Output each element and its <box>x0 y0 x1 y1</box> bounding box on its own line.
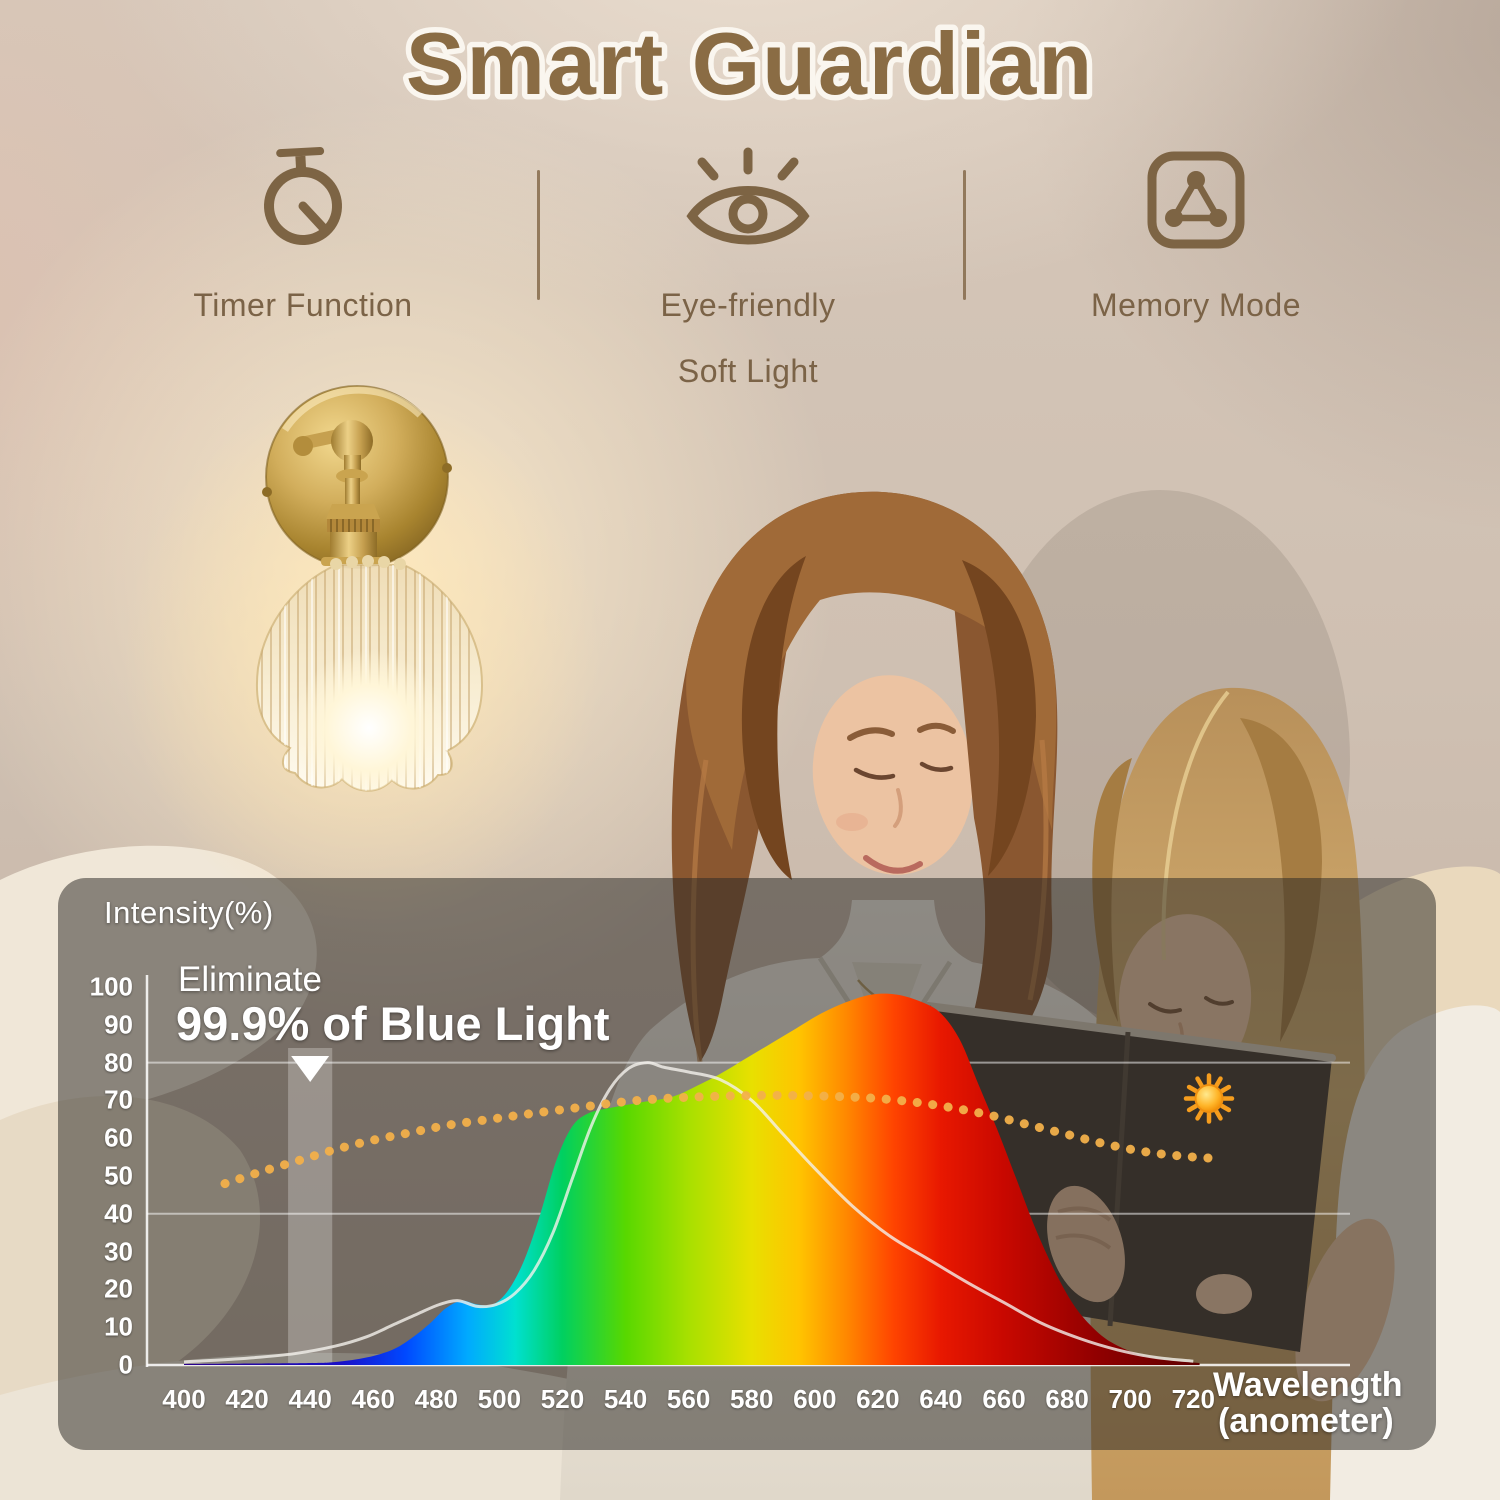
filtered-spectrum-area <box>184 993 1200 1365</box>
feature-timer-label: Timer Function <box>193 287 413 323</box>
x-tick-label: 540 <box>603 1384 648 1414</box>
annotation-blue-light: 99.9% of Blue Light <box>176 997 610 1050</box>
x-tick-label: 420 <box>225 1384 269 1414</box>
eye-icon <box>686 147 810 245</box>
x-tick-label: 720 <box>1171 1384 1215 1414</box>
feature-divider <box>537 170 540 300</box>
y-tick-label: 20 <box>104 1273 133 1304</box>
x-tick-label: 660 <box>982 1384 1026 1414</box>
x-tick-label: 440 <box>288 1384 332 1414</box>
band-marker-triangle <box>291 1056 330 1082</box>
x-tick-label: 700 <box>1108 1384 1152 1414</box>
blue-light-blocked-band <box>288 1048 333 1365</box>
sunlight-dotted-curve <box>220 1090 1223 1189</box>
feature-eye-label-line1: Eye-friendly <box>660 287 836 323</box>
x-axis-label-line2: (anometer) <box>1218 1402 1394 1440</box>
reference-spectrum-line <box>183 1061 1194 1364</box>
page-title: Smart Guardian <box>406 14 1094 113</box>
x-tick-label: 460 <box>351 1384 395 1414</box>
memory-mode-icon <box>1147 151 1245 249</box>
timer-icon <box>264 147 342 245</box>
y-tick-label: 40 <box>104 1198 133 1229</box>
x-tick-label: 400 <box>162 1384 206 1414</box>
y-tick-label: 80 <box>104 1047 133 1078</box>
y-tick-label: 100 <box>89 971 133 1002</box>
y-tick-label: 70 <box>104 1084 133 1115</box>
feature-memory-mode: Memory Mode <box>986 140 1406 331</box>
y-tick-label: 30 <box>104 1236 133 1267</box>
y-tick-label: 90 <box>104 1009 133 1040</box>
y-tick-label: 0 <box>118 1349 133 1380</box>
x-tick-label: 640 <box>919 1384 963 1414</box>
x-axis-label-line1: Wavelength <box>1213 1366 1403 1404</box>
y-tick-label: 60 <box>104 1122 133 1153</box>
feature-divider <box>963 170 966 300</box>
annotation-eliminate: Eliminate <box>178 960 322 999</box>
x-tick-label: 680 <box>1045 1384 1089 1414</box>
x-tick-label: 480 <box>414 1384 459 1414</box>
wall-sconce-lamp <box>122 385 602 930</box>
x-tick-label: 620 <box>856 1384 900 1414</box>
feature-memory-label: Memory Mode <box>1091 287 1301 323</box>
x-tick-label: 520 <box>540 1384 585 1414</box>
y-axis-label: Intensity(%) <box>104 895 274 930</box>
feature-timer: Timer Function <box>93 140 513 331</box>
page-title-wrap: Smart Guardian <box>400 9 1097 119</box>
x-tick-label: 600 <box>793 1384 837 1414</box>
feature-eye-label-line2: Soft Light <box>677 353 819 389</box>
sun-icon <box>1183 1073 1235 1124</box>
y-tick-label: 10 <box>104 1311 133 1342</box>
feature-eye-friendly: Eye-friendly Soft Light <box>538 140 958 397</box>
x-tick-label: 580 <box>730 1384 774 1414</box>
x-tick-label: 500 <box>477 1384 522 1414</box>
x-tick-label: 560 <box>666 1384 711 1414</box>
y-tick-label: 50 <box>104 1160 133 1191</box>
